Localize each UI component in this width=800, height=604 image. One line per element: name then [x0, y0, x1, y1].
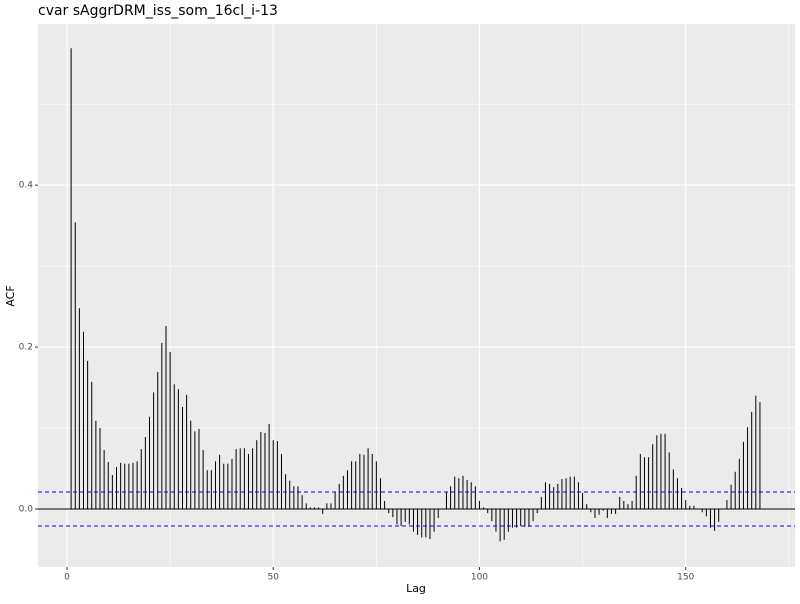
y-tick-label: 0.4 [19, 181, 34, 191]
x-tick-label: 0 [64, 573, 70, 583]
y-axis-label: ACF [4, 285, 17, 306]
x-tick-label: 50 [268, 573, 280, 583]
x-axis-label: Lag [406, 582, 426, 595]
x-tick-label: 150 [677, 573, 694, 583]
chart-title: cvar sAggrDRM_iss_som_16cl_i-13 [38, 3, 278, 19]
x-tick-label: 100 [471, 573, 488, 583]
y-tick-label: 0.0 [19, 505, 34, 515]
panel [38, 24, 795, 567]
y-tick-label: 0.2 [19, 343, 33, 353]
